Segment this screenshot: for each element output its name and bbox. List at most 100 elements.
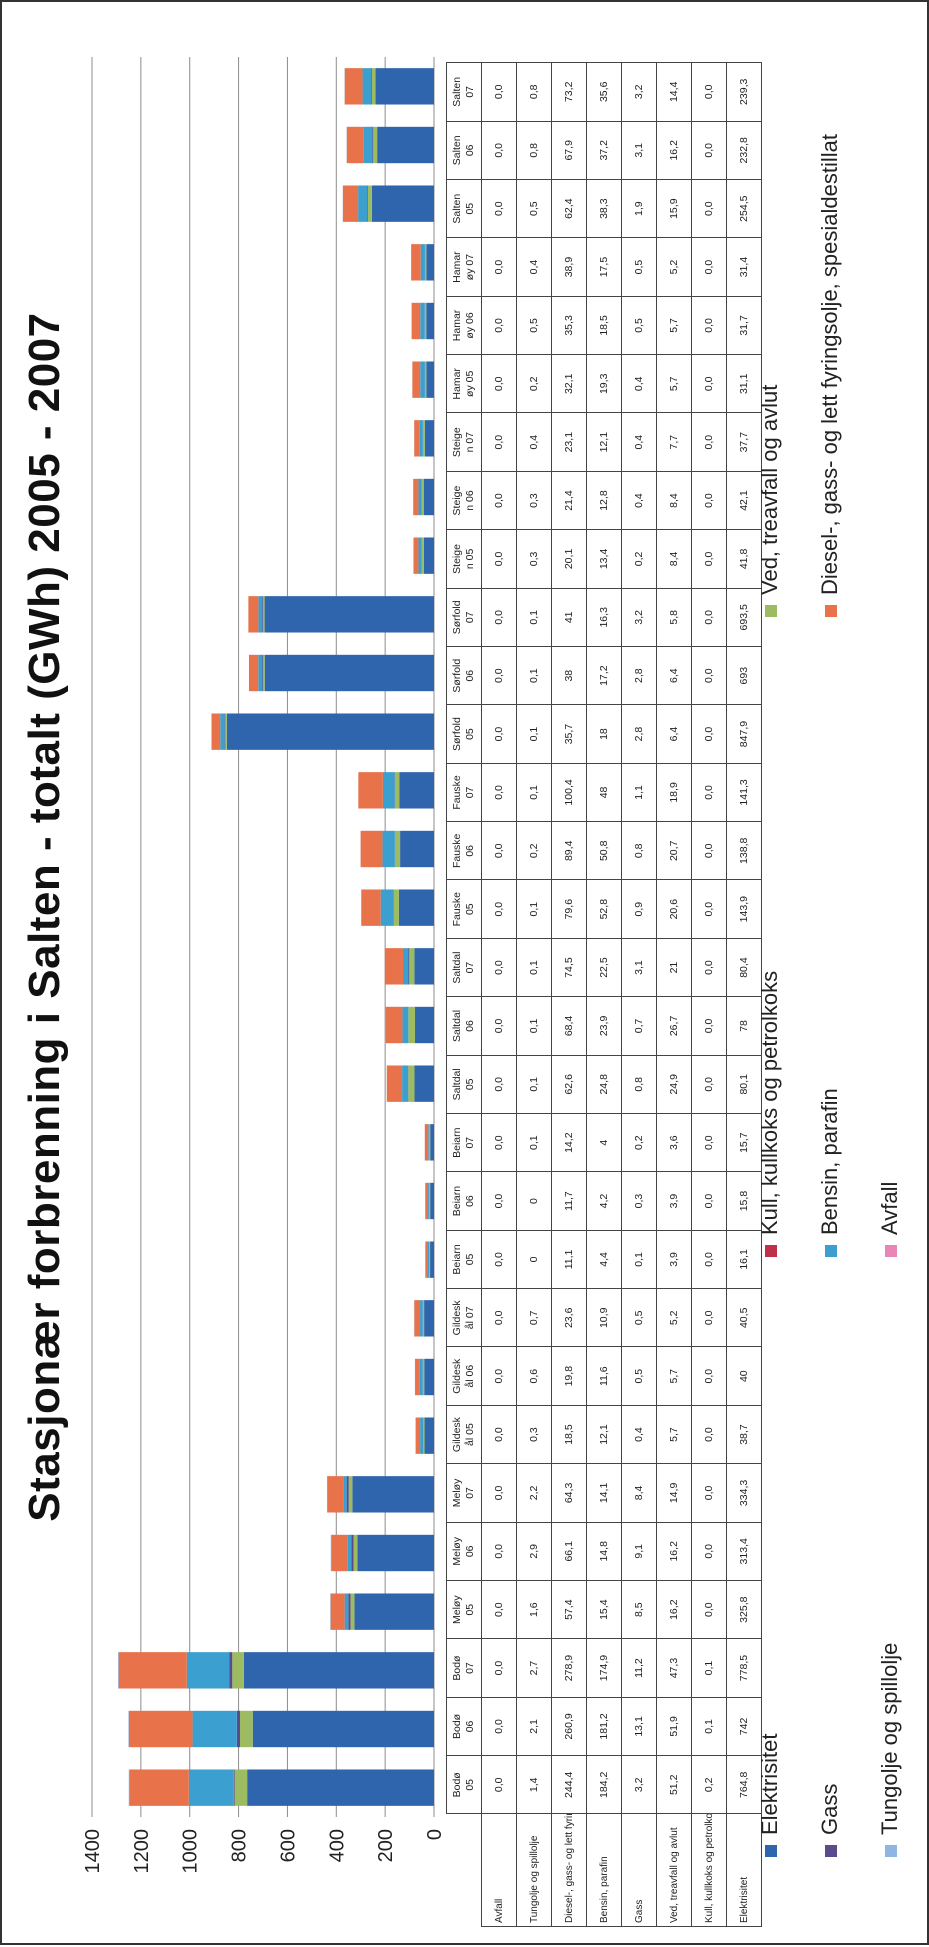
- table-cell: 0,0: [482, 822, 517, 880]
- bar-segment: [425, 1124, 428, 1160]
- table-cell: 35,6: [587, 63, 622, 122]
- table-cell: 8,4: [657, 471, 692, 529]
- table-cell: 0,0: [482, 763, 517, 821]
- legend-item: Tungolje og spillolje: [877, 1643, 903, 1857]
- bar-segment: [381, 889, 394, 925]
- row-label: Avfall: [482, 1814, 517, 1927]
- bar-segment: [350, 1593, 354, 1629]
- table-cell: 2,2: [517, 1464, 552, 1522]
- table-cell: 0,0: [692, 1114, 727, 1172]
- table-cell: 0,5: [622, 296, 657, 354]
- bar-segment: [399, 889, 434, 925]
- table-cell: 0,2: [622, 530, 657, 588]
- table-cell: 8,4: [622, 1464, 657, 1522]
- table-cell: 32,1: [552, 355, 587, 413]
- table-cell: 100,4: [552, 763, 587, 821]
- table-cell: 0,8: [517, 63, 552, 122]
- bar-segment: [371, 68, 372, 104]
- table-cell: 0,0: [482, 997, 517, 1055]
- table-cell: 13,1: [622, 1697, 657, 1755]
- table-cell: 16,2: [657, 1581, 692, 1639]
- bar-segment: [358, 185, 367, 221]
- bar-segment: [227, 713, 434, 749]
- table-cell: 0,0: [692, 1405, 727, 1463]
- table-cell: 0,0: [482, 705, 517, 763]
- bar-segment: [423, 1359, 424, 1395]
- bar-segment: [248, 596, 258, 632]
- table-cell: 2,8: [622, 705, 657, 763]
- legend-item: Bensin, parafin: [817, 1088, 843, 1257]
- table-cell: 38,9: [552, 238, 587, 296]
- table-corner: [447, 1814, 482, 1927]
- table-cell: 5,7: [657, 1405, 692, 1463]
- table-cell: 12,8: [587, 471, 622, 529]
- bar-segment: [408, 1065, 414, 1101]
- legend-label: Gass: [817, 1784, 842, 1835]
- bar-segment: [265, 655, 434, 691]
- bar-segment: [351, 1535, 353, 1571]
- bar-segment: [331, 1593, 345, 1629]
- bar-segment: [426, 303, 434, 339]
- table-cell: 5,7: [657, 296, 692, 354]
- table-cell: 15,9: [657, 180, 692, 238]
- bar-segment: [414, 537, 419, 573]
- table-cell: 0,1: [517, 763, 552, 821]
- table-cell: 11,6: [587, 1347, 622, 1405]
- bar-segment: [425, 244, 426, 280]
- table-cell: 11,1: [552, 1230, 587, 1288]
- table-cell: 0,0: [482, 880, 517, 938]
- bar-segment: [424, 479, 434, 515]
- bar-segment: [421, 244, 425, 280]
- legend-label: Diesel-, gass- og lett fyringsolje, spes…: [817, 134, 842, 595]
- table-cell: 37,2: [587, 121, 622, 179]
- table-cell: 3,1: [622, 938, 657, 996]
- table-cell: 0,5: [622, 1347, 657, 1405]
- table-cell: 184,2: [587, 1756, 622, 1814]
- table-cell: 0,2: [517, 822, 552, 880]
- table-cell: 11,2: [622, 1639, 657, 1697]
- bar-segment: [408, 1007, 415, 1043]
- table-cell: 14,2: [552, 1114, 587, 1172]
- table-cell: 0,8: [517, 121, 552, 179]
- table-cell: 0,0: [482, 1756, 517, 1814]
- table-cell: 0,7: [622, 997, 657, 1055]
- legend-swatch: [765, 1845, 777, 1857]
- table-cell: 3,9: [657, 1230, 692, 1288]
- bar-segment: [262, 596, 263, 632]
- bar-segment: [402, 1065, 408, 1101]
- table-cell: 1,6: [517, 1581, 552, 1639]
- table-cell: 0,1: [517, 588, 552, 646]
- table-cell: 0,1: [517, 938, 552, 996]
- bar-segment: [425, 303, 426, 339]
- bar-segment: [232, 1652, 244, 1688]
- bar-segment: [265, 596, 434, 632]
- table-cell: 0,0: [482, 588, 517, 646]
- table-cell: 16,3: [587, 588, 622, 646]
- bar-segment: [424, 1300, 434, 1336]
- table-cell: 89,4: [552, 822, 587, 880]
- table-cell: 35,3: [552, 296, 587, 354]
- bar-segment: [220, 713, 224, 749]
- table-cell: 0,5: [517, 180, 552, 238]
- table-cell: 0,0: [692, 180, 727, 238]
- bar-segment: [118, 1652, 119, 1688]
- y-tick-label: 1200: [131, 1829, 153, 1874]
- legend-swatch: [825, 605, 837, 617]
- table-cell: 0,1: [517, 880, 552, 938]
- table-cell: 0,3: [517, 1405, 552, 1463]
- bar-segment: [225, 713, 227, 749]
